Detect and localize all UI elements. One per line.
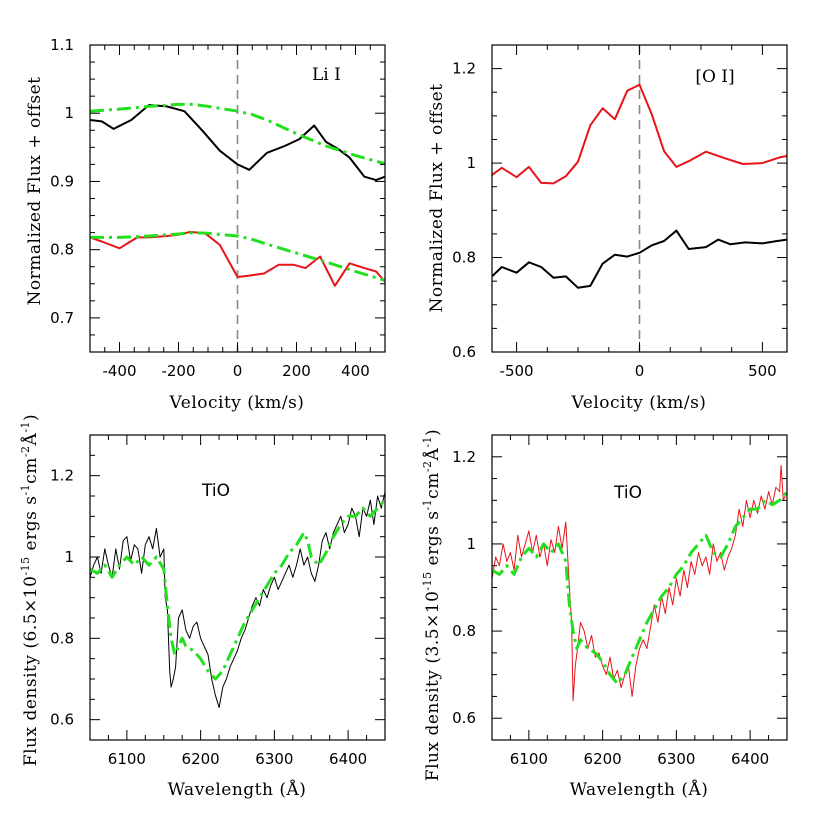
y-tick-label: 1 bbox=[64, 548, 74, 566]
x-tick-label: 400 bbox=[341, 362, 370, 380]
label-part: ergs s bbox=[21, 496, 41, 557]
annotation-li-i: Li I bbox=[312, 65, 341, 85]
y-tick-label: 1 bbox=[466, 535, 476, 553]
x-tick-label: 500 bbox=[748, 362, 777, 380]
y-tick-label: 0.6 bbox=[50, 711, 74, 729]
x-tick-label: -200 bbox=[161, 362, 195, 380]
x-axis-title: Velocity (km/s) bbox=[571, 393, 707, 413]
green-model-lower-line bbox=[90, 231, 385, 282]
x-tick-label: 6400 bbox=[731, 750, 769, 768]
green-model-upper-line bbox=[90, 102, 385, 166]
y-tick-label: 0.8 bbox=[50, 241, 74, 259]
y-tick-label: 1.2 bbox=[50, 467, 74, 485]
x-tick-label: -400 bbox=[102, 362, 136, 380]
panel-li-i: Li I Velocity (km/s) Normalized Flux + o… bbox=[25, 36, 386, 413]
superscript: -2 bbox=[19, 445, 32, 457]
superscript: -1 bbox=[421, 499, 434, 511]
annotation-tio: TiO bbox=[201, 481, 230, 501]
x-tick-label: 6200 bbox=[584, 750, 622, 768]
x-tick-label: 6300 bbox=[657, 750, 695, 768]
plot-frame bbox=[491, 434, 788, 741]
label-part: cm bbox=[423, 472, 443, 499]
superscript: -15 bbox=[421, 571, 434, 590]
label-part: Å bbox=[422, 447, 443, 461]
annotation-o-i: [O I] bbox=[695, 67, 734, 87]
x-tick-label: 6400 bbox=[329, 750, 367, 768]
y-tick-label: 1.2 bbox=[452, 60, 476, 78]
black-spectrum-line bbox=[492, 229, 787, 289]
superscript: -15 bbox=[19, 556, 32, 575]
black-spectrum-line bbox=[90, 104, 385, 182]
y-axis-title: Flux density (6.5×10-15 ergs s-1cm-2Å-1) bbox=[19, 414, 41, 766]
x-tick-label: 6300 bbox=[255, 750, 293, 768]
y-tick-label: 1 bbox=[64, 104, 74, 122]
label-part: Flux density (6.5×10 bbox=[21, 576, 41, 767]
x-tick-label: 6200 bbox=[182, 750, 220, 768]
y-tick-label: 0.9 bbox=[50, 172, 74, 190]
y-tick-label: 1 bbox=[466, 154, 476, 172]
annotation-tio: TiO bbox=[613, 483, 642, 503]
red-spectrum-line bbox=[90, 230, 385, 287]
green-model-line bbox=[90, 499, 385, 681]
x-axis-title: Wavelength (Å) bbox=[168, 779, 307, 800]
x-tick-label: 200 bbox=[282, 362, 311, 380]
superscript: -1 bbox=[19, 421, 32, 433]
y-axis-title: Normalized Flux + offset bbox=[427, 84, 447, 313]
label-part: ) bbox=[423, 429, 443, 436]
x-axis-title: Velocity (km/s) bbox=[169, 393, 305, 413]
y-tick-label: 0.6 bbox=[452, 709, 476, 727]
superscript: -1 bbox=[421, 436, 434, 448]
label-part: ) bbox=[21, 414, 41, 421]
y-tick-label: 0.8 bbox=[452, 622, 476, 640]
x-tick-label: 0 bbox=[635, 362, 645, 380]
y-tick-label: 0.6 bbox=[452, 343, 476, 361]
y-axis-title: Normalized Flux + offset bbox=[25, 77, 45, 306]
superscript: -1 bbox=[19, 484, 32, 496]
black-spectrum-line bbox=[90, 491, 385, 708]
y-tick-label: 0.7 bbox=[50, 309, 74, 327]
x-tick-label: 0 bbox=[233, 362, 243, 380]
label-part: Å bbox=[20, 432, 41, 446]
plot-frame bbox=[89, 434, 386, 741]
label-part: ergs s bbox=[423, 511, 443, 572]
x-axis-title: Wavelength (Å) bbox=[570, 779, 709, 800]
y-axis-title: Flux density (3.5×10-15 ergs s-1cm-2Å-1) bbox=[421, 429, 443, 781]
label-part: Flux density (3.5×10 bbox=[423, 591, 443, 782]
panel-tio-left: TiO Wavelength (Å) Flux density (6.5×10-… bbox=[19, 414, 386, 800]
y-tick-label: 0.8 bbox=[452, 249, 476, 267]
y-tick-label: 1.1 bbox=[50, 36, 74, 54]
y-tick-label: 0.8 bbox=[50, 629, 74, 647]
label-part: cm bbox=[21, 457, 41, 484]
panel-tio-right: TiO Wavelength (Å) Flux density (3.5×10-… bbox=[421, 429, 788, 800]
panel-o-i: [O I] Velocity (km/s) Normalized Flux + … bbox=[427, 44, 788, 413]
superscript: -2 bbox=[421, 460, 434, 472]
x-tick-label: -500 bbox=[500, 362, 534, 380]
green-model-line bbox=[492, 490, 787, 685]
x-tick-label: 6100 bbox=[510, 750, 548, 768]
x-tick-label: 6100 bbox=[108, 750, 146, 768]
red-spectrum-line bbox=[492, 83, 787, 185]
y-tick-label: 1.2 bbox=[452, 448, 476, 466]
